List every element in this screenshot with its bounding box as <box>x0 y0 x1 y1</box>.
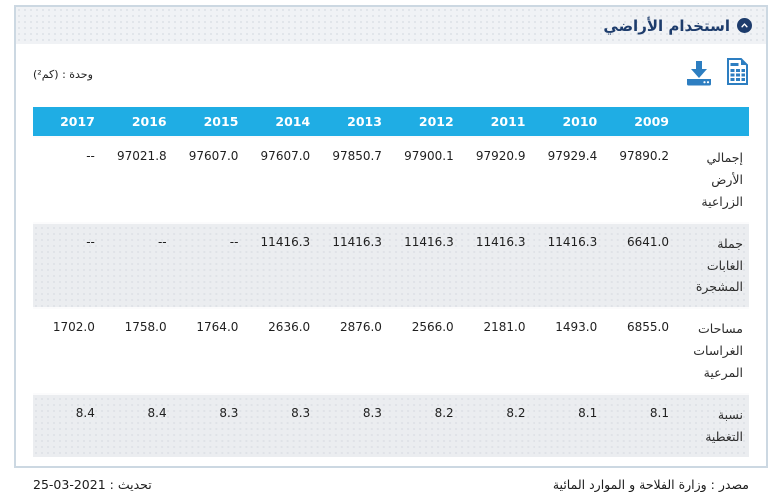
value-cell: 11416.3 <box>547 234 598 249</box>
year-column-header: 2013 <box>320 107 392 137</box>
value-cell: 8.1 <box>578 405 598 420</box>
updated-date: 25-03-2021 <box>33 476 106 492</box>
value-cell: 8.2 <box>434 405 454 420</box>
value-cell: -- <box>229 234 239 249</box>
row-label: جملة الغابات المشجرة <box>695 235 743 295</box>
value-cell: -- <box>157 234 167 249</box>
year-column-header: 2014 <box>248 107 321 137</box>
row-header-column <box>679 107 749 137</box>
value-cell: 1493.0 <box>555 320 598 335</box>
year-column-header: 2010 <box>535 107 608 137</box>
export-table-icon[interactable] <box>726 58 749 86</box>
value-cell: 97929.4 <box>547 149 598 163</box>
panel-header: استخدام الأراضي <box>16 7 766 44</box>
year-column-header: 2015 <box>176 107 249 137</box>
table-row: نسبة التغطية 8.1 8.1 8.2 8.2 8.3 8.3 8.3 8.4 8.4 <box>33 393 749 457</box>
value-cell: 97920.9 <box>475 149 526 163</box>
value-cell: 97607.0 <box>260 149 311 163</box>
year-column-header: 2017 <box>33 107 105 137</box>
value-cell: 8.1 <box>649 405 669 420</box>
value-cell: 11416.3 <box>475 234 526 249</box>
value-cell: 1758.0 <box>124 320 167 335</box>
land-use-table: 2009 2010 2011 2012 2013 2014 2015 2016 2017 إجم… <box>33 107 749 457</box>
year-column-header: 2012 <box>391 107 464 137</box>
panel-content: وحدة : (كم²) 2009 2010 2011 2012 2013 2014 201… <box>16 44 766 457</box>
year-header-row: 2009 2010 2011 2012 2013 2014 2015 2016 2017 <box>33 107 749 137</box>
table-row: جملة الغابات المشجرة 6641.0 11416.3 11416.3… <box>33 222 749 309</box>
panel-footer: مصدر : وزارة الفلاحة و الموارد المائية ت… <box>16 457 766 492</box>
panel-title: استخدام الأراضي <box>603 16 730 35</box>
source-text: مصدر : وزارة الفلاحة و الموارد المائية <box>552 476 749 492</box>
value-cell: 8.3 <box>219 405 239 420</box>
download-icon[interactable] <box>684 59 714 86</box>
value-cell: 8.4 <box>147 405 167 420</box>
value-cell: 1764.0 <box>196 320 239 335</box>
toolbar: وحدة : (كم²) <box>33 58 749 94</box>
updated-label: تحديث : <box>109 476 152 492</box>
value-cell: 11416.3 <box>332 234 382 249</box>
table-row: مساحات الغراسات المرعية 6855.0 1493.0 2181.… <box>33 308 749 394</box>
value-cell: 11416.3 <box>404 234 454 249</box>
value-cell: 97900.1 <box>404 149 454 163</box>
value-cell: -- <box>86 149 95 163</box>
export-icons <box>684 58 749 86</box>
value-cell: 97850.7 <box>332 149 382 163</box>
land-use-panel: استخدام الأراضي <box>14 5 768 492</box>
value-cell: 6641.0 <box>627 234 669 249</box>
value-cell: 1702.0 <box>52 320 95 335</box>
value-cell: 8.4 <box>75 405 95 420</box>
value-cell: 97607.0 <box>188 149 239 163</box>
value-cell: 2181.0 <box>483 320 526 335</box>
value-cell: 2566.0 <box>411 320 454 335</box>
updated-text: تحديث : 25-03-2021 <box>33 477 152 492</box>
value-cell: 97021.8 <box>117 149 167 163</box>
value-cell: 8.3 <box>291 405 311 420</box>
row-label: مساحات الغراسات المرعية <box>693 321 743 380</box>
table-row: إجمالي الأرض الزراعية 97890.2 97929.4 97920… <box>33 137 749 223</box>
year-column-header: 2009 <box>607 107 679 137</box>
value-cell: 11416.3 <box>260 234 311 249</box>
year-column-header: 2011 <box>463 107 536 137</box>
value-cell: -- <box>86 234 95 249</box>
value-cell: 6855.0 <box>627 320 669 335</box>
row-label: إجمالي الأرض الزراعية <box>701 150 743 209</box>
collapse-chevron-icon[interactable] <box>737 18 752 33</box>
year-column-header: 2016 <box>104 107 177 137</box>
table-body: إجمالي الأرض الزراعية 97890.2 97929.4 97920… <box>33 137 749 457</box>
value-cell: 2876.0 <box>339 320 382 335</box>
value-cell: 8.3 <box>362 405 382 420</box>
table-head: 2009 2010 2011 2012 2013 2014 2015 2016 2017 <box>33 107 749 137</box>
value-cell: 2636.0 <box>268 320 311 335</box>
value-cell: 97890.2 <box>619 149 669 163</box>
unit-label: وحدة : (كم²) <box>33 68 93 81</box>
value-cell: 8.2 <box>506 405 526 420</box>
row-label: نسبة التغطية <box>705 406 743 444</box>
